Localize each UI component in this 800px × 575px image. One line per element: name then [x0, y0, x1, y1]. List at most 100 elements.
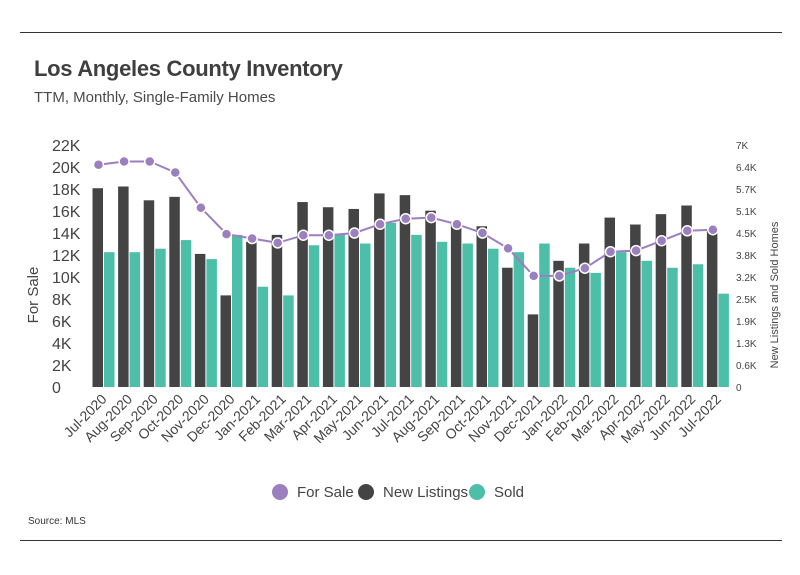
- legend-sold-label: Sold: [494, 484, 524, 501]
- y-right-tick-label: 0: [736, 383, 742, 394]
- bar-sold-sep-2021: [462, 243, 473, 387]
- y-left-tick-label: 18K: [52, 182, 81, 199]
- bar-new-listings-aug-2021: [425, 210, 436, 387]
- y-right-tick-label: 3.2K: [736, 273, 757, 284]
- y-left-tick-label: 12K: [52, 248, 81, 265]
- bar-new-listings-dec-2021: [527, 314, 539, 387]
- y-left-tick-label: 2K: [52, 358, 72, 375]
- for-sale-point-apr-2022: [630, 244, 642, 257]
- bar-sold-dec-2021: [539, 243, 550, 387]
- bar-sold-mar-2021: [308, 245, 320, 387]
- for-sale-point-sep-2020: [143, 155, 156, 168]
- y-left-tick-label: 6K: [52, 314, 72, 331]
- bar-sold-jul-2021: [411, 234, 422, 387]
- bar-new-listings-jul-2022: [706, 229, 718, 387]
- for-sale-point-jun-2022: [681, 225, 694, 237]
- y-right-tick-label: 3.8K: [736, 251, 757, 262]
- y-left-tick-label: 16K: [52, 204, 81, 221]
- for-sale-point-jan-2022: [553, 270, 566, 282]
- y-right-tick-label: 1.9K: [736, 317, 757, 328]
- y-right-tick-label: 0.6K: [736, 361, 757, 372]
- bar-sold-aug-2020: [129, 252, 141, 387]
- y-left-tick-label: 4K: [52, 336, 72, 353]
- bar-new-listings-jan-2021: [246, 241, 257, 387]
- top-rule: [20, 32, 782, 33]
- for-sale-point-apr-2021: [323, 229, 335, 241]
- for-sale-point-jul-2021: [399, 212, 412, 225]
- for-sale-point-oct-2021: [476, 227, 489, 239]
- bar-sold-jun-2022: [692, 264, 704, 387]
- for-sale-point-aug-2020: [118, 155, 130, 168]
- for-sale-point-dec-2020: [220, 228, 233, 240]
- bar-new-listings-mar-2021: [297, 202, 308, 387]
- bar-sold-jun-2021: [385, 222, 397, 387]
- y-right-tick-label: 5.7K: [736, 185, 757, 196]
- y-right-tick-label: 4.5K: [736, 229, 757, 240]
- bar-new-listings-jan-2022: [553, 260, 564, 387]
- bar-new-listings-aug-2020: [118, 186, 129, 387]
- y-left-tick-label: 20K: [52, 160, 81, 177]
- y-left-tick-label: 14K: [52, 226, 81, 243]
- bar-sold-apr-2021: [334, 234, 345, 387]
- for-sale-point-oct-2020: [169, 166, 182, 179]
- for-sale-point-sep-2021: [451, 218, 463, 230]
- bar-new-listings-apr-2021: [322, 207, 334, 387]
- bar-sold-nov-2021: [513, 252, 525, 387]
- bar-sold-may-2021: [360, 243, 371, 387]
- bar-new-listings-jun-2021: [374, 193, 385, 387]
- legend-new-listings-label: New Listings: [383, 484, 468, 501]
- for-sale-point-jul-2022: [707, 223, 719, 236]
- bar-sold-feb-2021: [283, 295, 294, 387]
- y-right-tick-label: 7K: [736, 141, 749, 152]
- legend-new-listings-marker: [358, 484, 374, 500]
- bar-sold-jan-2021: [257, 286, 269, 387]
- bar-new-listings-oct-2020: [169, 196, 180, 387]
- bar-new-listings-mar-2022: [604, 217, 615, 387]
- bar-new-listings-may-2022: [655, 214, 667, 387]
- y-right-tick-label: 6.4K: [736, 163, 757, 174]
- source-note: Source: MLS: [28, 516, 86, 527]
- bar-new-listings-apr-2022: [630, 224, 641, 387]
- for-sale-point-nov-2020: [195, 201, 207, 214]
- for-sale-point-mar-2021: [297, 229, 310, 241]
- bar-sold-may-2022: [667, 267, 678, 387]
- bar-new-listings-jul-2020: [92, 188, 103, 387]
- y-right-axis-label: New Listings and Sold Homes: [769, 221, 781, 368]
- legend-for-sale-label: For Sale: [297, 484, 354, 501]
- for-sale-point-jul-2020: [92, 159, 105, 171]
- for-sale-point-dec-2021: [527, 270, 540, 282]
- bar-sold-mar-2022: [616, 252, 627, 387]
- y-right-tick-label: 5.1K: [736, 207, 757, 218]
- bar-new-listings-sep-2021: [450, 222, 462, 387]
- bar-sold-aug-2021: [436, 241, 448, 387]
- bar-new-listings-jun-2022: [681, 205, 692, 387]
- y-left-tick-label: 0: [52, 380, 61, 397]
- for-sale-point-mar-2022: [604, 245, 617, 258]
- bar-sold-oct-2021: [488, 248, 499, 387]
- bar-new-listings-sep-2020: [143, 200, 155, 387]
- bar-sold-jul-2020: [104, 252, 115, 387]
- bar-sold-jan-2022: [564, 267, 576, 387]
- bottom-rule: [20, 540, 782, 541]
- y-left-tick-label: 8K: [52, 292, 72, 309]
- bar-new-listings-nov-2021: [502, 267, 513, 387]
- y-left-tick-label: 22K: [52, 138, 81, 155]
- bar-sold-feb-2022: [590, 272, 601, 387]
- bar-sold-apr-2022: [641, 260, 653, 387]
- y-right-tick-label: 1.3K: [736, 339, 757, 350]
- for-sale-point-aug-2021: [425, 211, 438, 224]
- bar-new-listings-feb-2022: [578, 243, 590, 387]
- legend-for-sale-marker: [272, 484, 288, 500]
- bar-sold-dec-2020: [232, 234, 243, 387]
- chart-title: Los Angeles County Inventory: [34, 56, 343, 81]
- bar-new-listings-may-2021: [348, 208, 359, 387]
- bar-new-listings-feb-2021: [271, 234, 283, 387]
- for-sale-point-may-2022: [655, 234, 668, 247]
- bar-new-listings-jul-2021: [399, 195, 411, 387]
- bar-new-listings-dec-2020: [220, 295, 231, 387]
- y-right-tick-label: 2.5K: [736, 295, 757, 306]
- bar-sold-oct-2020: [180, 240, 192, 387]
- for-sale-point-jan-2021: [246, 232, 258, 245]
- for-sale-point-feb-2021: [271, 237, 284, 249]
